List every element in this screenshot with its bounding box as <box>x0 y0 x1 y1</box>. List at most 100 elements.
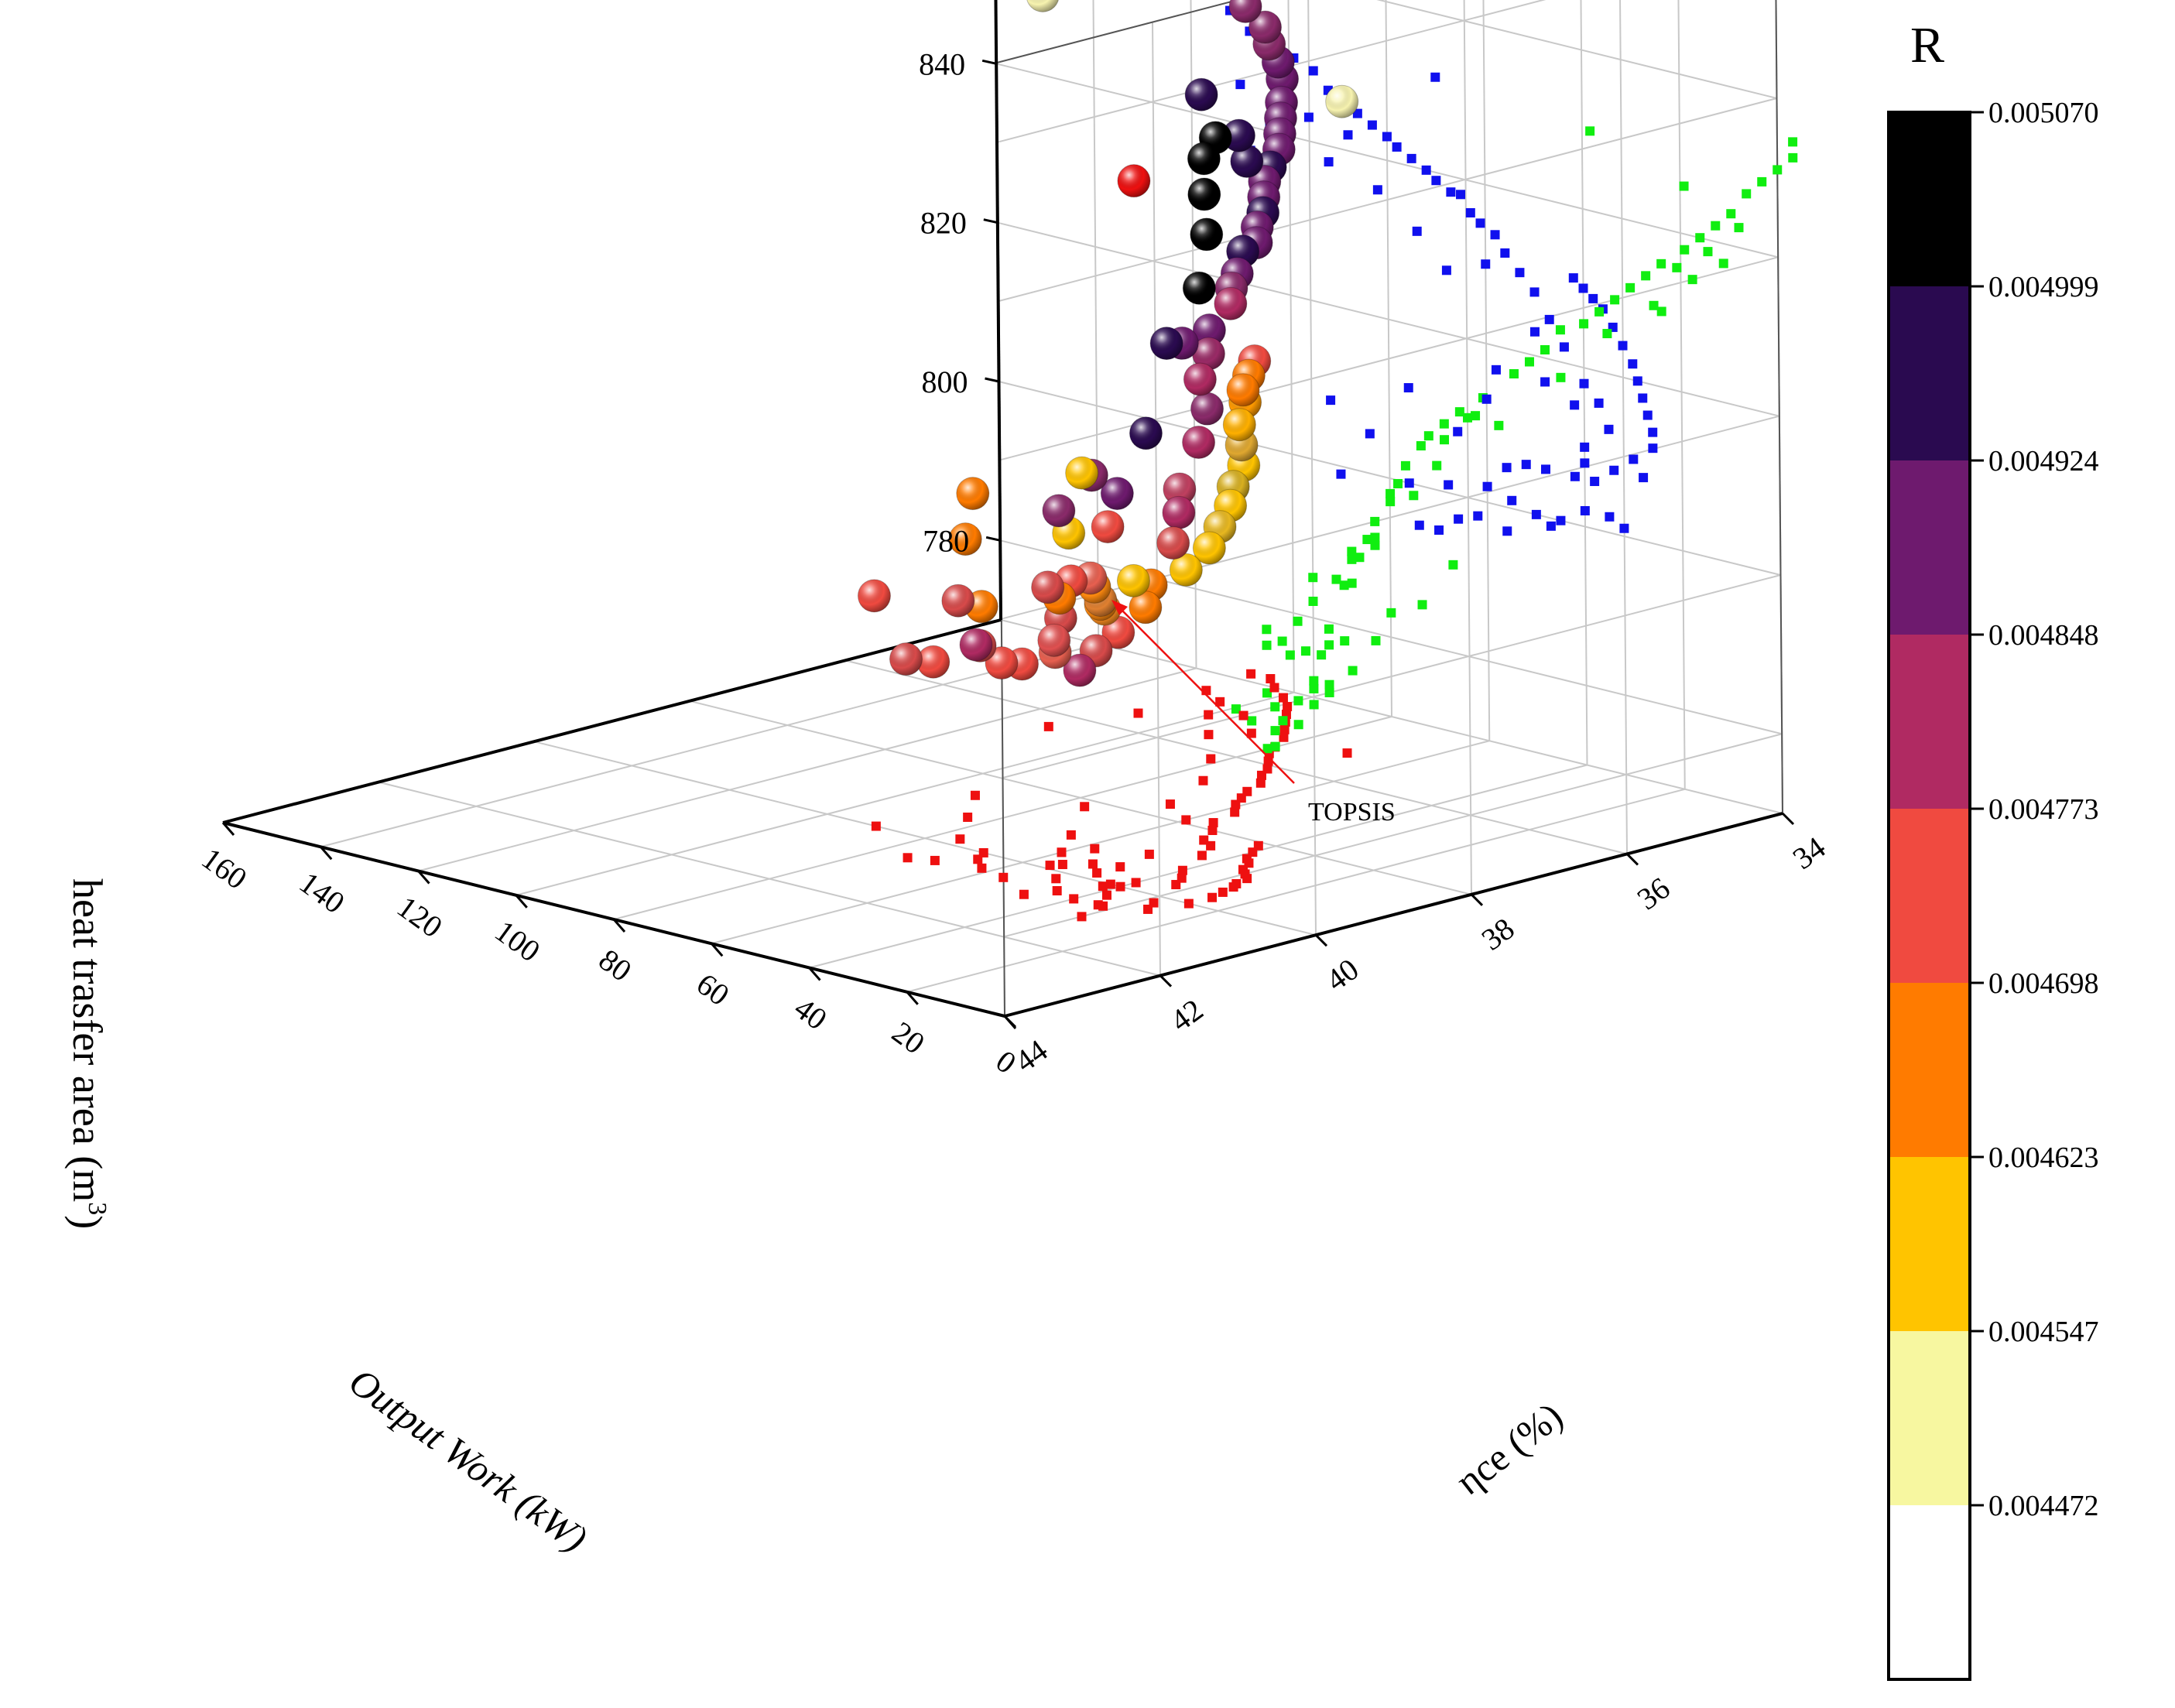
pareto-point-shade <box>1101 477 1134 510</box>
proj-xz-point <box>1456 190 1466 200</box>
pareto-point-shade <box>1183 363 1217 396</box>
floor-grid-y <box>689 700 1472 895</box>
proj-yz-point <box>1385 497 1396 507</box>
proj-xz-point <box>1500 248 1510 258</box>
z-axis-title: heat trasfer area (m3) <box>64 878 111 1229</box>
floor-grid-x <box>906 788 1686 993</box>
proj-xy-point <box>1238 710 1248 721</box>
pareto-point-shade <box>1190 217 1223 251</box>
proj-yz-point <box>1362 535 1372 545</box>
proj-yz-point <box>1277 636 1287 646</box>
colorbar-segment <box>1889 460 1970 635</box>
rightwall-grid-y <box>1307 0 1317 936</box>
proj-yz-point <box>1656 258 1666 269</box>
proj-xy-point <box>903 853 913 863</box>
rightwall-grid-z <box>1002 574 1781 779</box>
x-tick <box>417 870 430 885</box>
pareto-point-shade <box>1042 494 1075 527</box>
pareto-point-shade <box>1129 416 1163 450</box>
proj-xz-point <box>1502 463 1512 473</box>
pareto-point-shade <box>1193 531 1226 564</box>
pareto-point-shade <box>1192 337 1225 370</box>
pareto-point <box>1187 177 1221 211</box>
proj-xz-point <box>1367 120 1377 130</box>
y-axis-title: ηce (%) <box>1447 1394 1570 1503</box>
pareto-point-shade <box>1226 373 1259 406</box>
proj-yz-point <box>1734 223 1744 233</box>
x-tick <box>906 991 919 1005</box>
pareto-point-shade <box>1170 553 1203 587</box>
proj-xz-point <box>1481 259 1491 269</box>
floor-front-edge <box>222 618 1002 824</box>
proj-xz-point <box>1473 511 1483 521</box>
proj-xy-point <box>1181 815 1191 825</box>
proj-xz-point <box>1619 523 1629 533</box>
colorbar-segment <box>1889 635 1970 809</box>
pareto-point-shade <box>1187 142 1221 175</box>
pareto-point-shade <box>858 579 891 612</box>
pareto-point-shade <box>941 584 974 618</box>
y-tick-label: 36 <box>1631 871 1677 917</box>
pareto-point <box>1162 495 1196 529</box>
pareto-point <box>1182 426 1216 460</box>
pareto-point-shade <box>1163 472 1196 505</box>
proj-xy-point <box>1278 693 1288 703</box>
proj-yz-point <box>1308 573 1318 583</box>
z-tick-label: 780 <box>923 523 969 558</box>
proj-yz-point <box>1247 716 1257 726</box>
proj-xy-point <box>1266 674 1276 684</box>
pareto-point <box>889 642 923 676</box>
proj-yz-point <box>1463 412 1472 423</box>
proj-yz-point <box>1625 282 1636 293</box>
proj-yz-point <box>1409 491 1419 501</box>
colorbar-tick-label: 0.004623 <box>1988 1142 2099 1174</box>
rightwall-grid-y <box>1152 22 1161 976</box>
pareto-point <box>1187 142 1221 176</box>
proj-xz-point <box>1326 395 1336 406</box>
proj-xy-point <box>1077 912 1087 922</box>
proj-xy-point <box>1092 868 1102 878</box>
colorbar-segment <box>1889 1157 1970 1331</box>
pareto-point <box>1129 590 1163 625</box>
y-tick-label: 40 <box>1320 951 1365 998</box>
pareto-point <box>1031 570 1065 604</box>
proj-xy-point <box>1253 840 1263 851</box>
leftwall-grid-x <box>1677 0 1686 789</box>
pareto-point-shade <box>1185 78 1218 111</box>
proj-xy-point <box>1230 807 1240 817</box>
z-axis-line <box>994 0 1002 621</box>
x-tick-label: 20 <box>885 1015 931 1061</box>
proj-yz-point <box>1262 625 1272 635</box>
proj-xy-point <box>1144 849 1154 859</box>
colorbar-segment <box>1889 286 1970 460</box>
pareto-point <box>1228 0 1262 23</box>
proj-xy-point <box>1208 818 1218 828</box>
pareto-point <box>1230 144 1264 178</box>
proj-xz-point <box>1639 473 1649 483</box>
colorbar-tick-label: 0.004698 <box>1988 967 2099 1000</box>
proj-xz-point <box>1454 514 1464 524</box>
y-tick <box>1625 853 1639 866</box>
proj-xz-point <box>1491 365 1501 375</box>
rightwall-grid-z <box>1003 733 1783 938</box>
pareto-point-shade <box>1091 510 1125 543</box>
z-tick-label: 820 <box>920 206 967 241</box>
x-tick-label: 120 <box>391 889 449 945</box>
proj-xz-point <box>1632 376 1642 386</box>
pareto-point-shade <box>1229 0 1262 23</box>
pareto-point <box>1192 531 1226 565</box>
proj-yz-point <box>1355 553 1365 563</box>
proj-yz-point <box>1293 696 1303 706</box>
proj-yz-point <box>1309 683 1319 693</box>
pareto-point-shade <box>1117 164 1150 197</box>
colorbar-tick-label: 0.004999 <box>1988 271 2099 303</box>
proj-xz-point <box>1365 429 1375 439</box>
proj-xz-point <box>1444 480 1454 490</box>
proj-yz-point <box>1509 369 1519 379</box>
proj-yz-point <box>1757 176 1767 187</box>
proj-yz-point <box>1788 137 1798 147</box>
proj-xy-point <box>1133 708 1143 718</box>
proj-xz-point <box>1403 383 1413 393</box>
proj-yz-point <box>1494 420 1504 430</box>
proj-xy-point <box>1057 860 1067 870</box>
